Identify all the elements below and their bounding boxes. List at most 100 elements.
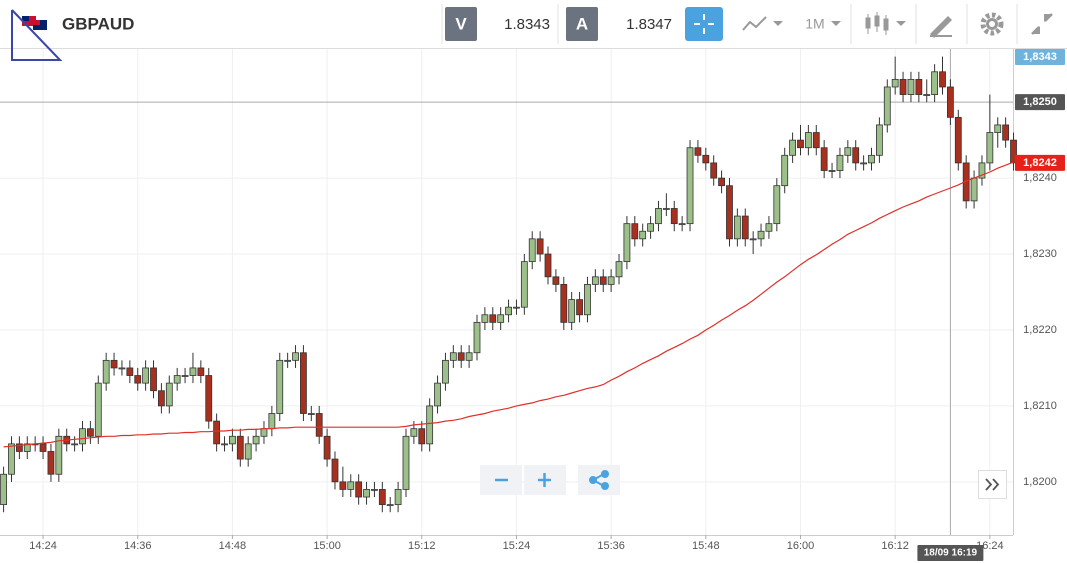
candle-body: [315, 413, 323, 437]
candle-body: [860, 162, 868, 165]
candle-body: [639, 230, 647, 240]
candle-body: [252, 435, 260, 445]
dropdown-arrow: [831, 21, 841, 26]
symbol: GBPAUD: [62, 14, 134, 33]
sell-button[interactable]: [445, 7, 477, 41]
candle-body: [244, 443, 252, 460]
candle-body: [363, 489, 370, 498]
candle-body: [434, 382, 441, 407]
candle-body: [710, 162, 718, 179]
scroll-end-button[interactable]: [978, 470, 1007, 499]
candle-body: [142, 367, 150, 384]
last-price-label-box: [1015, 154, 1065, 171]
candle-body: [544, 253, 552, 278]
candle-body: [875, 124, 883, 156]
candle-body: [749, 238, 757, 241]
candle-body: [15, 443, 23, 452]
candle-body: [986, 132, 994, 164]
candle-body: [662, 208, 670, 210]
candle-body: [631, 223, 639, 240]
candle-body: [844, 147, 852, 156]
candle-body: [670, 208, 678, 225]
x-tick-label: 15:36: [597, 540, 625, 552]
candle-body: [686, 147, 694, 225]
candle-body: [702, 154, 710, 164]
candle-body: [276, 359, 284, 414]
candle-body: [868, 154, 875, 164]
buy-price[interactable]: 1.8347: [626, 16, 672, 33]
candle-body: [221, 443, 228, 446]
toolbar: [0, 0, 1067, 48]
x-tick-label: 15:24: [503, 540, 531, 552]
crosshair-price-label: 1,8250: [1023, 96, 1057, 108]
candle-body: [150, 367, 157, 392]
candle-body: [923, 94, 931, 96]
candle-body: [173, 375, 181, 384]
candle-body: [260, 428, 268, 437]
candle-body: [615, 261, 623, 278]
candle-body: [331, 458, 339, 483]
candle-body: [828, 170, 836, 172]
candle-body: [157, 390, 165, 407]
candle-body: [773, 185, 781, 225]
candle-body: [442, 359, 449, 384]
candle-body: [733, 215, 741, 240]
candle-body: [947, 86, 954, 118]
draw-button[interactable]: [930, 16, 952, 38]
crosshair-button[interactable]: [685, 7, 723, 41]
double-arrow-icon: [985, 478, 1000, 491]
candle-body: [915, 78, 923, 95]
crosshair-time-box: [917, 545, 984, 561]
candle-body: [489, 314, 497, 323]
candle-body: [694, 147, 702, 156]
candle-body: [552, 276, 560, 285]
candle-body: [213, 420, 221, 445]
sell-label[interactable]: V: [455, 14, 467, 33]
candle-body: [465, 352, 473, 361]
x-tick-label: 14:48: [219, 540, 247, 552]
moving-average: [3, 161, 1014, 448]
candle-body: [8, 443, 15, 475]
candle-body: [1002, 124, 1010, 141]
sell-price[interactable]: 1.8343: [504, 16, 550, 33]
candle-body: [655, 208, 662, 225]
top-price-label-box: [1015, 49, 1065, 65]
x-tick-label: 15:48: [692, 540, 720, 552]
chart-type-button[interactable]: [865, 12, 906, 35]
candle-body: [189, 367, 197, 376]
share-icon: [589, 470, 609, 490]
candle-body: [402, 435, 410, 490]
settings-button[interactable]: [980, 12, 1004, 36]
buy-button[interactable]: [566, 7, 598, 41]
candle-body: [86, 428, 94, 437]
candle-body: [386, 504, 394, 507]
candle-body: [978, 162, 986, 179]
candle-body: [568, 299, 576, 323]
indicator-button[interactable]: [742, 16, 783, 31]
timeframe-button[interactable]: 1M: [805, 16, 824, 32]
candle-body: [426, 405, 434, 445]
candle-body: [181, 375, 189, 377]
candle-body: [410, 428, 418, 437]
candle-body: [55, 435, 63, 475]
buy-label[interactable]: A: [576, 14, 588, 33]
candle-body: [536, 238, 544, 255]
candle-body: [134, 375, 142, 384]
collapse-button[interactable]: [1031, 13, 1053, 35]
candle-body: [0, 473, 8, 506]
candle-body: [1010, 139, 1017, 164]
x-tick-label: 15:12: [408, 540, 436, 552]
candle-body: [931, 71, 939, 95]
candle-body: [513, 306, 520, 309]
candle-body: [347, 481, 355, 490]
candle-body: [110, 359, 118, 369]
share-button[interactable]: [578, 465, 620, 495]
candle-body: [307, 413, 315, 415]
candle-body: [229, 435, 236, 445]
candle-body: [797, 139, 804, 149]
candle-body: [71, 443, 79, 446]
x-tick-label: 16:12: [881, 540, 909, 552]
candle-body: [781, 154, 789, 187]
candle-body: [584, 284, 591, 316]
candle-body: [94, 382, 102, 437]
